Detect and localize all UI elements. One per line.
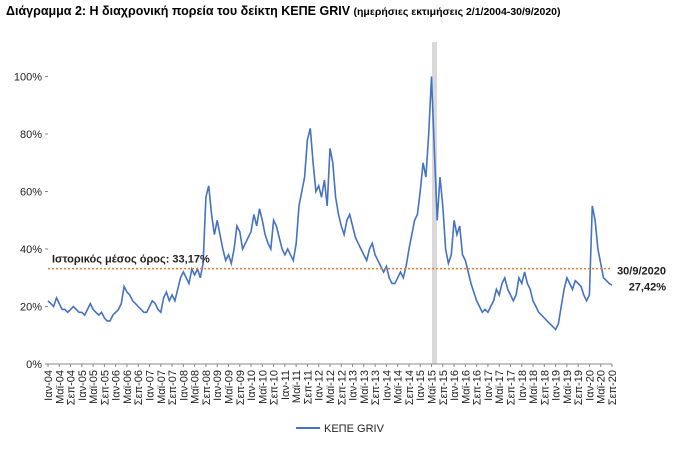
- x-tick-label: Ιαν-17: [483, 370, 495, 401]
- x-tick-label: Ιαν-04: [43, 370, 55, 401]
- x-tick-label: Σεπ-20: [607, 370, 619, 405]
- x-tick-label: Μαϊ-13: [359, 370, 371, 404]
- x-tick-label: Μαϊ-08: [190, 370, 202, 404]
- x-tick-label: Μαϊ-15: [427, 370, 439, 404]
- y-tick-label: 20%: [20, 302, 42, 314]
- x-tick-label: Ιαν-20: [584, 370, 596, 401]
- x-tick-label: Σεπ-12: [336, 370, 348, 405]
- x-tick-label: Σεπ-11: [302, 370, 314, 404]
- x-tick-label: Ιαν-10: [246, 370, 258, 401]
- last-label: 27,42%: [629, 282, 667, 294]
- x-tick-label: Ιαν-05: [77, 370, 89, 401]
- x-tick-label: Ιαν-16: [449, 370, 461, 401]
- chart-subtitle: (ημερήσιες εκτιμήσεις 2/1/2004-30/9/2020…: [353, 6, 561, 18]
- x-tick-label: Σεπ-18: [539, 370, 551, 405]
- x-tick-label: Ιαν-11: [280, 370, 292, 400]
- x-tick-label: Ιαν-14: [381, 370, 393, 401]
- x-tick-label: Ιαν-09: [212, 370, 224, 401]
- last-date: 30/9/2020: [617, 266, 666, 278]
- x-tick-label: Μαϊ-18: [528, 370, 540, 404]
- x-tick-label: Μαϊ-07: [156, 370, 168, 404]
- x-tick-label: Μαϊ-16: [460, 370, 472, 404]
- x-tick-label: Σεπ-15: [438, 370, 450, 405]
- y-tick-label: 0%: [26, 359, 42, 371]
- x-tick-label: Σεπ-05: [99, 370, 111, 405]
- x-tick-label: Σεπ-07: [167, 370, 179, 405]
- x-tick-label: Σεπ-13: [370, 370, 382, 405]
- x-tick-label: Ιαν-06: [111, 370, 123, 401]
- title-bar: Διάγραμμα 2: Η διαχρονική πορεία του δεί…: [6, 4, 561, 18]
- x-tick-label: Μαϊ-14: [393, 370, 405, 404]
- x-tick-label: Ιαν-12: [314, 370, 326, 401]
- chart-title: Διάγραμμα 2: Η διαχρονική πορεία του δεί…: [6, 4, 351, 18]
- x-tick-label: Ιαν-19: [551, 370, 563, 401]
- legend-label: ΚΕΠΕ GRIV: [324, 423, 385, 435]
- x-tick-label: Μαϊ-09: [223, 370, 235, 404]
- x-tick-label: Μαϊ-12: [325, 370, 337, 404]
- x-tick-label: Μαϊ-19: [562, 370, 574, 404]
- x-tick-label: Μαϊ-10: [257, 370, 269, 404]
- y-tick-label: 80%: [20, 129, 42, 141]
- x-tick-label: Μαϊ-20: [596, 370, 608, 404]
- x-tick-label: Σεπ-17: [505, 370, 517, 405]
- y-tick-label: 60%: [20, 187, 42, 199]
- x-tick-label: Ιαν-18: [517, 370, 529, 401]
- x-tick-label: Ιαν-07: [145, 370, 157, 401]
- y-tick-label: 40%: [20, 244, 42, 256]
- x-tick-label: Σεπ-04: [66, 370, 78, 405]
- x-tick-label: Μαϊ-06: [122, 370, 134, 404]
- x-tick-label: Ιαν-08: [178, 370, 190, 401]
- x-tick-label: Ιαν-13: [348, 370, 360, 401]
- x-tick-label: Σεπ-14: [404, 370, 416, 405]
- x-tick-label: Μαϊ-11: [291, 370, 303, 403]
- x-tick-label: Σεπ-06: [133, 370, 145, 405]
- x-tick-label: Σεπ-16: [472, 370, 484, 405]
- x-tick-label: Μαϊ-04: [54, 370, 66, 404]
- mean-label: Ιστορικός μέσος όρος: 33,17%: [52, 254, 210, 266]
- x-tick-label: Ιαν-15: [415, 370, 427, 401]
- x-tick-label: Σεπ-08: [201, 370, 213, 405]
- x-tick-label: Σεπ-09: [235, 370, 247, 405]
- y-tick-label: 100%: [14, 72, 42, 84]
- x-tick-label: Σεπ-19: [573, 370, 585, 405]
- highlight-band: [432, 42, 437, 364]
- series-line: [47, 76, 613, 331]
- x-tick-label: Σεπ-10: [269, 370, 281, 405]
- x-tick-label: Μαϊ-05: [88, 370, 100, 404]
- x-tick-label: Μαϊ-17: [494, 370, 506, 404]
